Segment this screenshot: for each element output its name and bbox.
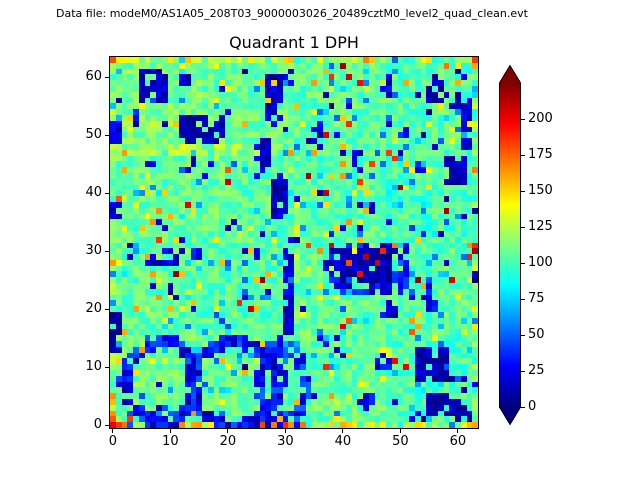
x-tick-mark bbox=[112, 429, 114, 433]
colorbar-tick-mark bbox=[521, 298, 525, 300]
y-tick-label: 30 bbox=[85, 243, 102, 259]
y-tick-label: 20 bbox=[85, 301, 102, 317]
x-tick-mark bbox=[284, 429, 286, 433]
x-tick-label: 0 bbox=[108, 434, 118, 449]
x-tick-label: 20 bbox=[219, 434, 237, 449]
colorbar-tick-mark bbox=[521, 370, 525, 372]
x-tick-mark bbox=[342, 429, 344, 433]
y-tick-mark bbox=[105, 366, 109, 368]
y-tick-mark bbox=[105, 192, 109, 194]
colorbar-tick-label: 50 bbox=[528, 327, 545, 342]
y-tick-mark bbox=[105, 424, 109, 426]
colorbar-canvas bbox=[499, 65, 521, 425]
x-tick-label: 10 bbox=[162, 434, 179, 449]
colorbar-tick-mark bbox=[521, 190, 525, 192]
colorbar-tick-label: 175 bbox=[528, 147, 553, 162]
y-tick-label: 10 bbox=[85, 359, 102, 375]
x-tick-label: 50 bbox=[392, 434, 409, 449]
colorbar-tick-mark bbox=[521, 406, 525, 408]
colorbar-tick-label: 0 bbox=[528, 399, 537, 414]
x-tick-mark bbox=[399, 429, 401, 433]
heatmap-canvas bbox=[110, 57, 478, 428]
colorbar-tick-label: 200 bbox=[528, 111, 553, 126]
y-tick-label: 0 bbox=[93, 417, 102, 433]
colorbar-tick-mark bbox=[521, 334, 525, 336]
y-tick-label: 60 bbox=[85, 69, 102, 85]
heatmap-area bbox=[110, 57, 478, 428]
y-tick-label: 40 bbox=[85, 185, 102, 201]
y-tick-mark bbox=[105, 250, 109, 252]
colorbar-tick-mark bbox=[521, 226, 525, 228]
x-tick-mark bbox=[227, 429, 229, 433]
datafile-text: Data file: modeM0/AS1A05_208T03_90000030… bbox=[56, 7, 528, 20]
x-tick-mark bbox=[169, 429, 171, 433]
chart-title: Quadrant 1 DPH bbox=[229, 33, 359, 52]
colorbar-tick-label: 75 bbox=[528, 291, 545, 306]
colorbar-tick-label: 100 bbox=[528, 255, 553, 270]
colorbar-tick-label: 25 bbox=[528, 363, 545, 378]
colorbar-tick-label: 150 bbox=[528, 183, 553, 198]
y-tick-mark bbox=[105, 76, 109, 78]
y-tick-label: 50 bbox=[85, 127, 102, 143]
x-tick-label: 30 bbox=[277, 434, 294, 449]
colorbar-tick-label: 125 bbox=[528, 219, 553, 234]
y-tick-mark bbox=[105, 134, 109, 136]
colorbar-area bbox=[499, 65, 521, 425]
colorbar-tick-mark bbox=[521, 154, 525, 156]
colorbar-tick-mark bbox=[521, 262, 525, 264]
x-tick-label: 60 bbox=[449, 434, 467, 449]
y-tick-mark bbox=[105, 308, 109, 310]
colorbar-tick-mark bbox=[521, 118, 525, 120]
x-tick-mark bbox=[457, 429, 459, 433]
x-tick-label: 40 bbox=[334, 434, 352, 449]
